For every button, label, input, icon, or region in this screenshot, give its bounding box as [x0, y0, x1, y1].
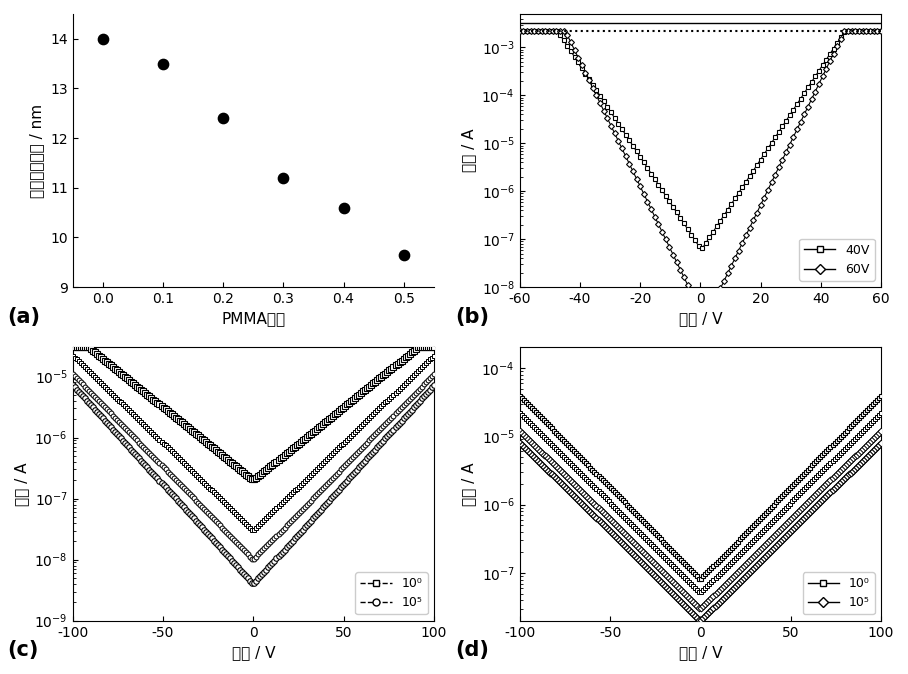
- Legend: 40V, 60V: 40V, 60V: [799, 239, 874, 281]
- Point: [397, 249, 411, 260]
- Y-axis label: 电流 / A: 电流 / A: [14, 462, 29, 506]
- Point: [216, 113, 231, 123]
- Point: [156, 58, 171, 69]
- Y-axis label: 电流 / A: 电流 / A: [461, 462, 476, 506]
- Text: (b): (b): [455, 307, 489, 327]
- Text: (c): (c): [8, 640, 39, 661]
- Text: (a): (a): [8, 307, 41, 327]
- X-axis label: 电压 / V: 电压 / V: [678, 311, 722, 327]
- X-axis label: 电压 / V: 电压 / V: [678, 645, 722, 660]
- Y-axis label: 电流 / A: 电流 / A: [461, 129, 476, 173]
- Text: (d): (d): [455, 640, 489, 661]
- Point: [95, 33, 110, 44]
- Legend: 10⁰, 10⁵: 10⁰, 10⁵: [355, 572, 428, 615]
- X-axis label: 电压 / V: 电压 / V: [232, 645, 275, 660]
- X-axis label: PMMA含量: PMMA含量: [222, 311, 285, 327]
- Y-axis label: 均方根粗糙度 / nm: 均方根粗糙度 / nm: [30, 104, 44, 197]
- Point: [276, 173, 291, 183]
- Legend: 10⁰, 10⁵: 10⁰, 10⁵: [803, 572, 874, 615]
- Point: [336, 202, 350, 213]
